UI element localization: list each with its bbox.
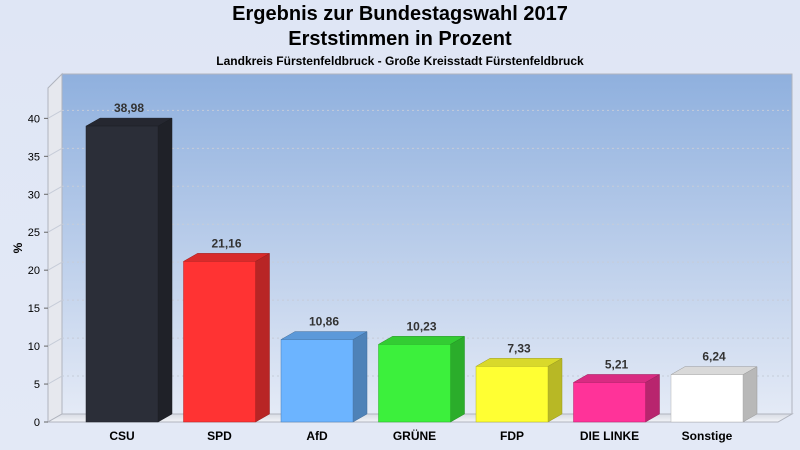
bar-side (157, 117, 173, 423)
bar-side (742, 366, 758, 423)
bar-top (280, 331, 368, 340)
x-category-label: GRÜNE (393, 428, 436, 443)
bar-afd: 10,86 (280, 315, 368, 423)
bar-value-label: 5,21 (605, 357, 629, 371)
bar-front (475, 366, 549, 423)
bar-front (280, 339, 354, 423)
bar-side (255, 252, 270, 423)
bar-value-label: 10,23 (406, 319, 436, 333)
chart-subtitle: Erststimmen in Prozent (288, 28, 512, 50)
y-tick-label: 25 (28, 227, 40, 239)
bar-fdp: 7,33 (475, 341, 563, 423)
y-tick-label: 35 (28, 151, 40, 163)
bar-top (377, 336, 466, 345)
bar-top (475, 358, 563, 367)
gridline-wall (47, 375, 63, 385)
bar-front (573, 382, 646, 423)
gridline-wall (47, 185, 63, 195)
bar-top (182, 253, 271, 262)
bar-side (450, 335, 465, 423)
bar-front (378, 344, 451, 423)
bar-front (183, 261, 256, 423)
bar-sonstige: 6,24 (670, 350, 758, 423)
bar-value-label: 10,86 (309, 315, 339, 329)
bar-side (645, 374, 660, 423)
bar-value-label: 38,98 (114, 101, 144, 115)
x-category-label: CSU (109, 429, 134, 443)
bar-top (572, 374, 661, 383)
bar-csu: 38,98 (85, 101, 173, 423)
y-axis-label: % (11, 242, 25, 253)
gridline-wall (47, 109, 63, 119)
x-category-label: FDP (500, 429, 524, 443)
chart-caption: Landkreis Fürstenfeldbruck - Große Kreis… (216, 54, 584, 68)
bar-side (547, 357, 563, 423)
x-category-label: Sonstige (682, 429, 733, 443)
bar-grüne: 10,23 (377, 319, 466, 423)
x-category-label: SPD (207, 429, 232, 443)
gridline-wall (47, 337, 63, 347)
gridline-wall (47, 299, 63, 309)
bar-spd: 21,16 (182, 236, 271, 423)
y-tick-label: 0 (34, 417, 40, 429)
bar-front (670, 374, 744, 423)
bar-top (670, 366, 758, 375)
x-category-label: AfD (306, 429, 328, 443)
bar-value-label: 6,24 (702, 350, 726, 364)
gridline-wall (47, 223, 63, 233)
y-tick-label: 10 (28, 341, 40, 353)
x-category-label: DIE LINKE (580, 429, 639, 443)
gridline-wall (47, 147, 63, 157)
bar-value-label: 7,33 (507, 341, 531, 355)
y-tick-label: 5 (34, 379, 40, 391)
y-tick-label: 15 (28, 303, 40, 315)
bar-side (352, 331, 368, 423)
bar-front (85, 125, 159, 423)
bar-die-linke: 5,21 (572, 357, 661, 423)
y-tick-label: 40 (28, 113, 40, 125)
chart-title: Ergebnis zur Bundestagswahl 2017 (232, 3, 568, 25)
bar-value-label: 21,16 (211, 236, 241, 250)
bar-top (85, 117, 173, 127)
chart-left-wall (47, 72, 63, 423)
gridline-wall (47, 261, 63, 271)
y-tick-label: 20 (28, 265, 40, 277)
y-tick-label: 30 (28, 189, 40, 201)
